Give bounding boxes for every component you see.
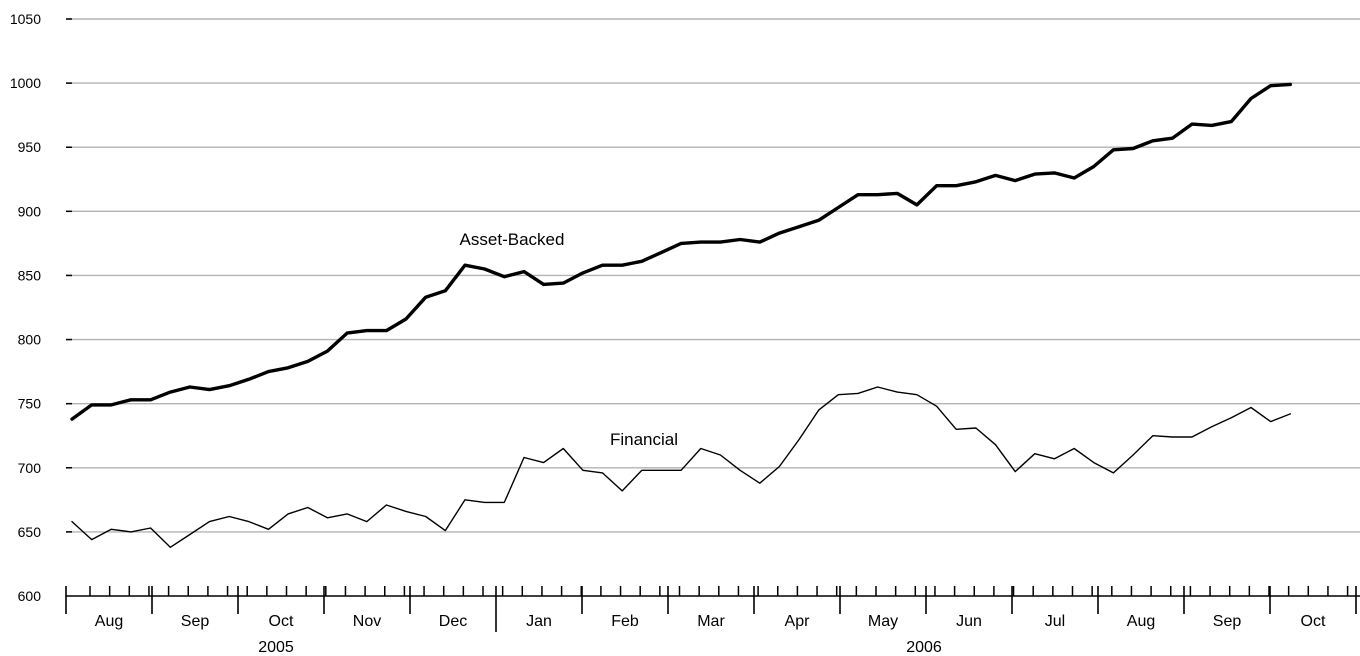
month-label: Aug: [95, 613, 123, 630]
month-label: Dec: [439, 613, 467, 630]
year-label: 2005: [258, 639, 294, 656]
month-label: Apr: [785, 613, 811, 630]
year-label: 2006: [906, 639, 942, 656]
month-label: Sep: [181, 613, 210, 630]
y-axis: 600 650 700 750 800 850 900 950 1000 1050: [10, 11, 72, 604]
y-tick-label: 750: [18, 396, 42, 412]
x-axis: Aug Sep Oct Nov Dec Jan Feb Mar Apr May Jun Jul Aug S…: [65, 586, 1357, 656]
month-label: Feb: [611, 613, 639, 630]
y-tick-label: 850: [18, 267, 42, 283]
month-label: Jan: [526, 613, 552, 630]
y-tick-label: 650: [18, 524, 42, 540]
y-tick-label: 1000: [10, 75, 41, 91]
month-label: Mar: [697, 613, 725, 630]
series-annotation: Financial: [610, 430, 678, 449]
series-annotation: Asset-Backed: [460, 230, 565, 249]
month-label: Jun: [956, 613, 982, 630]
month-label: Oct: [1301, 613, 1326, 630]
series-line-asset-backed: [70, 82, 1293, 421]
month-label: Oct: [269, 613, 294, 630]
month-label: Sep: [1213, 613, 1242, 630]
y-tick-label: 950: [18, 139, 42, 155]
y-tick-label: 900: [18, 203, 42, 219]
y-tick-label: 600: [18, 588, 42, 604]
y-tick-label: 800: [18, 332, 42, 348]
y-tick-label: 1050: [10, 11, 41, 27]
series-line-financial: [71, 386, 1292, 548]
month-label: Nov: [353, 613, 381, 630]
gridlines: [66, 18, 1360, 597]
series-lines: [70, 82, 1293, 548]
y-tick-label: 700: [18, 460, 42, 476]
series-annotations: Asset-Backed Financial: [460, 230, 678, 449]
month-label: May: [868, 613, 898, 630]
month-label: Jul: [1045, 613, 1065, 630]
month-label: Aug: [1127, 613, 1155, 630]
